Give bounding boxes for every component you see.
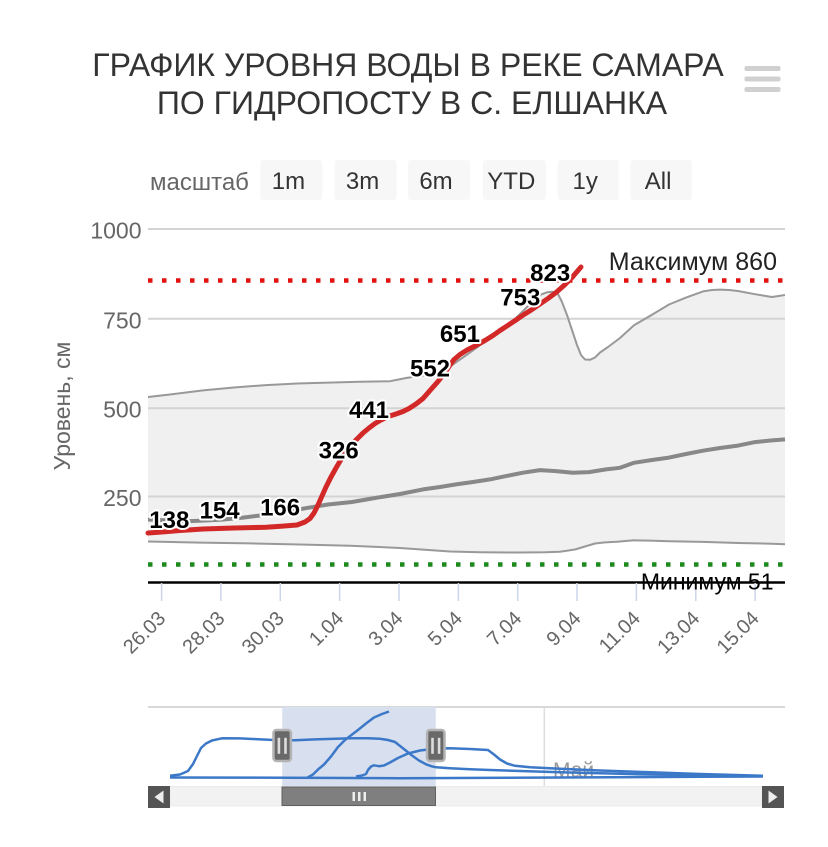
svg-text:масштаб: масштаб bbox=[150, 169, 249, 196]
svg-text:ГРАФИК УРОВНЯ ВОДЫ В РЕКЕ САМА: ГРАФИК УРОВНЯ ВОДЫ В РЕКЕ САМАРА bbox=[92, 47, 724, 83]
svg-text:750: 750 bbox=[103, 307, 141, 333]
svg-text:1000: 1000 bbox=[90, 218, 141, 244]
svg-text:Минимум 51: Минимум 51 bbox=[641, 569, 774, 595]
svg-text:500: 500 bbox=[103, 397, 141, 423]
svg-text:823: 823 bbox=[530, 260, 570, 287]
svg-text:753: 753 bbox=[500, 285, 540, 312]
svg-text:166: 166 bbox=[260, 495, 300, 522]
svg-text:651: 651 bbox=[440, 321, 480, 348]
svg-text:250: 250 bbox=[103, 485, 141, 511]
svg-text:154: 154 bbox=[200, 498, 241, 525]
svg-text:138: 138 bbox=[149, 507, 189, 534]
svg-text:1y: 1y bbox=[573, 168, 598, 195]
svg-text:441: 441 bbox=[349, 397, 389, 424]
svg-text:552: 552 bbox=[410, 356, 450, 383]
svg-text:326: 326 bbox=[319, 437, 359, 464]
svg-text:All: All bbox=[645, 168, 672, 195]
svg-text:ПО ГИДРОПОСТУ В С. ЕЛШАНКА: ПО ГИДРОПОСТУ В С. ЕЛШАНКА bbox=[157, 85, 668, 121]
svg-text:6m: 6m bbox=[419, 168, 452, 195]
svg-text:Максимум 860: Максимум 860 bbox=[609, 248, 777, 276]
svg-text:1m: 1m bbox=[272, 168, 305, 195]
svg-text:YTD: YTD bbox=[487, 168, 535, 195]
svg-text:3m: 3m bbox=[346, 168, 379, 195]
svg-text:Уровень, см: Уровень, см bbox=[49, 342, 75, 471]
